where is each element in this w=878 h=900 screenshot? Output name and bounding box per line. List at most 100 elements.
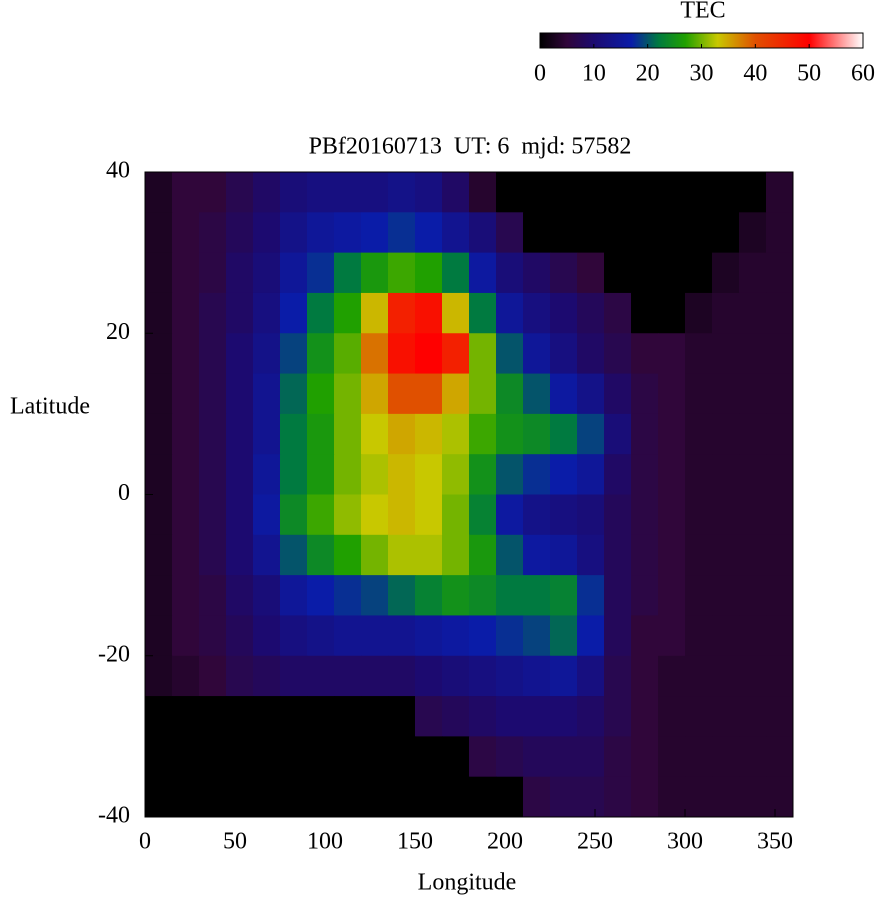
heatmap-cell: [631, 776, 659, 818]
heatmap-cell: [280, 373, 308, 415]
heatmap-cell: [658, 252, 686, 294]
x-axis-label: Longitude: [418, 870, 517, 896]
heatmap-cell: [739, 373, 767, 415]
heatmap-cell: [280, 494, 308, 536]
heatmap-cell: [658, 575, 686, 616]
heatmap-cell: [442, 454, 470, 495]
heatmap-cell: [253, 292, 281, 334]
heatmap-cell: [523, 292, 551, 334]
heatmap-cell: [550, 373, 578, 415]
heatmap-cell: [361, 776, 389, 818]
heatmap-cell: [199, 172, 227, 213]
heatmap-cell: [226, 413, 254, 455]
heatmap-cell: [550, 212, 578, 254]
heatmap-cell: [226, 615, 254, 657]
heatmap-cell: [712, 655, 740, 697]
heatmap-cell: [496, 494, 524, 536]
heatmap-cell: [172, 655, 200, 697]
heatmap-cell: [253, 333, 281, 375]
heatmap-cell: [334, 575, 362, 616]
heatmap-cell: [712, 252, 740, 294]
heatmap-cell: [685, 292, 713, 334]
heatmap-cell: [577, 413, 605, 455]
heatmap-cell: [766, 696, 794, 737]
heatmap-cell: [253, 172, 281, 213]
heatmap-cell: [442, 736, 470, 778]
heatmap-cell: [469, 172, 497, 213]
heatmap-cell: [604, 575, 632, 616]
heatmap-cell: [442, 373, 470, 415]
heatmap-cell: [685, 373, 713, 415]
y-tick-label: 40: [106, 158, 130, 184]
heatmap-cell: [739, 172, 767, 213]
heatmap-cell: [334, 252, 362, 294]
heatmap-cell: [469, 292, 497, 334]
heatmap-cell: [631, 534, 659, 576]
heatmap-cell: [496, 575, 524, 616]
heatmap-cell: [469, 413, 497, 455]
heatmap-cell: [712, 172, 740, 213]
heatmap-cell: [361, 575, 389, 616]
x-tick-label: 100: [307, 829, 343, 855]
heatmap-cell: [226, 696, 254, 737]
heatmap-cell: [334, 413, 362, 455]
y-tick-label: 20: [106, 319, 130, 345]
heatmap-cell: [658, 776, 686, 818]
heatmap-cell: [307, 292, 335, 334]
heatmap-cell: [766, 776, 794, 818]
heatmap-cell: [145, 373, 173, 415]
heatmap-cell: [685, 172, 713, 213]
heatmap-cell: [280, 615, 308, 657]
heatmap-cell: [550, 534, 578, 576]
heatmap-cell: [334, 494, 362, 536]
heatmap-cell: [172, 333, 200, 375]
heatmap-cell: [550, 575, 578, 616]
heatmap-cell: [199, 292, 227, 334]
heatmap-cell: [334, 696, 362, 737]
heatmap-cell: [280, 413, 308, 455]
heatmap-cell: [766, 212, 794, 254]
heatmap-cell: [550, 736, 578, 778]
heatmap-cell: [712, 292, 740, 334]
heatmap-cell: [577, 494, 605, 536]
heatmap-cell: [145, 252, 173, 294]
heatmap-cell: [253, 575, 281, 616]
heatmap-cell: [766, 534, 794, 576]
heatmap-cell: [307, 696, 335, 737]
heatmap-cell: [685, 534, 713, 576]
heatmap-cell: [172, 212, 200, 254]
heatmap-cell: [415, 615, 443, 657]
heatmap-cell: [280, 252, 308, 294]
colorbar-tick-label: 30: [690, 61, 714, 87]
heatmap-cell: [685, 615, 713, 657]
heatmap-cell: [712, 494, 740, 536]
heatmap-cell: [739, 534, 767, 576]
heatmap-cell: [739, 292, 767, 334]
heatmap-cell: [361, 534, 389, 576]
heatmap-cell: [469, 454, 497, 495]
heatmap-cell: [523, 776, 551, 818]
colorbar-tick-label: 20: [636, 61, 660, 87]
heatmap-cell: [307, 494, 335, 536]
heatmap-cell: [145, 333, 173, 375]
heatmap-cell: [631, 454, 659, 495]
heatmap-cell: [172, 454, 200, 495]
heatmap-cell: [631, 575, 659, 616]
heatmap-cell: [658, 655, 686, 697]
heatmap-cell: [658, 494, 686, 536]
heatmap-cell: [280, 292, 308, 334]
heatmap-cell: [415, 575, 443, 616]
heatmap-cell: [361, 615, 389, 657]
heatmap-cell: [415, 454, 443, 495]
heatmap-cell: [361, 212, 389, 254]
x-tick-label: 200: [487, 829, 523, 855]
heatmap-cell: [307, 413, 335, 455]
heatmap-cell: [658, 373, 686, 415]
heatmap-cell: [253, 776, 281, 818]
heatmap-cell: [577, 292, 605, 334]
colorbar-tick-label: 0: [534, 61, 546, 87]
heatmap-cell: [577, 252, 605, 294]
heatmap-cell: [523, 454, 551, 495]
heatmap-cell: [496, 212, 524, 254]
heatmap-cell: [361, 494, 389, 536]
